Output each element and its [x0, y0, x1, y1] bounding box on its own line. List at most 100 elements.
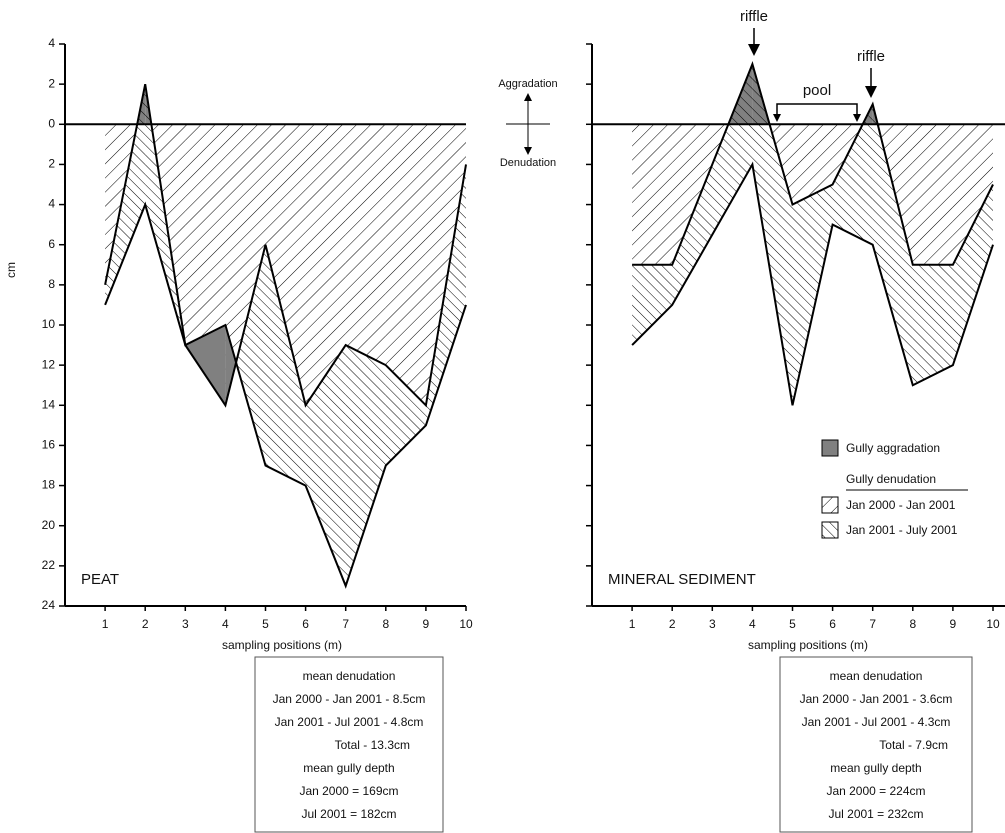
region: [185, 325, 226, 406]
x-tick-label: 7: [869, 617, 876, 631]
y-tick-label: 4: [48, 197, 55, 211]
aggradation-label: Aggradation: [498, 78, 557, 90]
profile-line: [104, 83, 467, 408]
legend-label: Jan 2000 - Jan 2001: [846, 498, 956, 512]
middle-indicator: Aggradation Denudation: [498, 78, 557, 169]
profile-line: [632, 60, 994, 266]
y-tick-label: 24: [42, 598, 56, 612]
legend-label: Gully aggradation: [846, 441, 940, 455]
region: [912, 124, 953, 265]
x-tick-label: 3: [709, 617, 716, 631]
region: [672, 164, 713, 305]
region: [225, 325, 237, 406]
x-tick-label: 5: [262, 617, 269, 631]
stats-line: mean denudation: [830, 669, 923, 683]
annotations: riffle riffle pool: [740, 8, 885, 122]
region: [712, 64, 753, 235]
region: [792, 124, 833, 205]
panel: 1 2 3 4 5 6 7 8 9 10 sampling positions (m) MINERAL…: [586, 43, 1005, 833]
x-tick-label: 1: [102, 617, 109, 631]
x-axis-label: sampling positions (m): [222, 638, 342, 652]
stats-line: Jul 2001 = 232cm: [828, 807, 923, 821]
y-tick-label: 2: [48, 76, 55, 90]
region: [385, 124, 426, 406]
region: [672, 124, 713, 265]
y-tick-label: 4: [48, 36, 55, 50]
y-tick-label: 20: [42, 518, 56, 532]
region: [385, 365, 426, 466]
x-tick-label: 8: [909, 617, 916, 631]
x-tick-label: 3: [182, 617, 189, 631]
region: [952, 124, 993, 265]
region: [632, 124, 673, 265]
region: [305, 124, 346, 406]
annotation: pool: [803, 82, 831, 99]
region: [632, 264, 673, 346]
stats-line: Total - 13.3cm: [335, 738, 410, 752]
x-tick-label: 4: [749, 617, 756, 631]
denudation-label: Denudation: [500, 157, 556, 169]
y-tick-label: 18: [42, 478, 56, 492]
legend-swatch: [821, 439, 839, 457]
x-tick-label: 1: [629, 617, 636, 631]
x-tick-label: 9: [950, 617, 957, 631]
bracket: [776, 103, 858, 118]
x-tick-label: 8: [382, 617, 389, 631]
region: [425, 124, 466, 406]
region: [265, 244, 306, 486]
region: [792, 184, 833, 406]
x-tick-label: 6: [302, 617, 309, 631]
legend-swatch: [821, 521, 839, 539]
region: [769, 124, 793, 205]
x-tick-label: 4: [222, 617, 229, 631]
x-tick-label: 6: [829, 617, 836, 631]
y-tick-label: 10: [42, 317, 56, 331]
y-tick-label: 12: [42, 357, 56, 371]
x-tick-label: 9: [423, 617, 430, 631]
annotation: riffle: [857, 48, 885, 65]
x-tick-label: 10: [459, 617, 473, 631]
y-tick-label: 6: [48, 237, 55, 251]
y-tick-label: 8: [48, 277, 55, 291]
region: [952, 184, 993, 366]
profile-line: [104, 201, 467, 589]
stats-box: [779, 656, 973, 833]
stats-line: Jan 2000 = 224cm: [826, 784, 925, 798]
stats-line: Jan 2001 - Jul 2001 - 4.8cm: [275, 715, 424, 729]
x-axis-label: sampling positions (m): [748, 638, 868, 652]
stats-line: mean gully depth: [303, 761, 394, 775]
stats-box: [254, 656, 444, 833]
legend: Gully aggradation Gully denudation Jan 2…: [821, 439, 968, 539]
x-tick-label: 7: [342, 617, 349, 631]
region: [305, 345, 346, 586]
region: [265, 124, 306, 406]
legend-title: Gully denudation: [846, 472, 936, 486]
x-tick-label: 2: [142, 617, 149, 631]
x-tick-label: 2: [669, 617, 676, 631]
panel-label: MINERAL SEDIMENT: [608, 571, 756, 588]
y-tick-label: 22: [42, 558, 56, 572]
stats-line: Jan 2000 = 169cm: [299, 784, 398, 798]
stats-line: Jul 2001 = 182cm: [301, 807, 396, 821]
stats-line: Jan 2000 - Jan 2001 - 8.5cm: [273, 692, 426, 706]
region: [872, 104, 913, 386]
panel-label: PEAT: [81, 571, 119, 588]
stats-line: Total - 7.9cm: [879, 738, 948, 752]
region: [752, 64, 793, 406]
legend-swatch: [821, 496, 839, 514]
region: [345, 345, 386, 586]
region: [345, 124, 386, 366]
legend-label: Jan 2001 - July 2001: [846, 523, 958, 537]
annotation: riffle: [740, 8, 768, 25]
region: [912, 264, 953, 386]
stats-line: Jan 2001 - Jul 2001 - 4.3cm: [802, 715, 951, 729]
stats-line: mean denudation: [303, 669, 396, 683]
region: [832, 104, 873, 245]
y-tick-label: 14: [42, 397, 56, 411]
y-tick-label: 0: [48, 116, 55, 130]
y-axis-label: cm: [4, 262, 18, 278]
stats-line: Jan 2000 - Jan 2001 - 3.6cm: [800, 692, 953, 706]
stats-line: mean gully depth: [830, 761, 921, 775]
